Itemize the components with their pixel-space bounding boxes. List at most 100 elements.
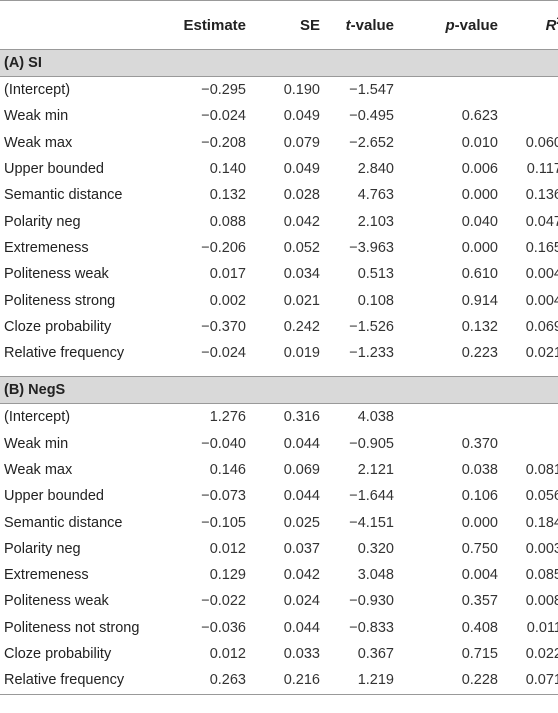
- cell-estimate: 1.276: [209, 409, 246, 426]
- regression-table: Estimate SE t-value p-value R2 (A) SI (In…: [0, 0, 558, 695]
- cell-se: 0.316: [283, 409, 320, 426]
- cell-p-value: 0.000: [461, 187, 498, 204]
- cell-t-value: 2.121: [357, 462, 394, 478]
- cell-r-squared: 0.008: [525, 593, 558, 610]
- cell-se: 0.052: [283, 239, 320, 256]
- cell-label: (Intercept): [4, 82, 71, 99]
- cell-r-squared: 0.085: [525, 567, 558, 584]
- cell-p-value: 0.038: [461, 462, 498, 478]
- cell-estimate: −0.208: [201, 134, 246, 151]
- table-row: Relative frequency −0.024 0.019 −1.233 0.223…: [0, 340, 558, 366]
- cell-label: Cloze probability: [4, 646, 112, 663]
- header-r-letter: R: [545, 17, 557, 34]
- cell-p-value: 0.106: [461, 488, 498, 505]
- section-spacer: [0, 366, 558, 377]
- cell-label: Semantic distance: [4, 514, 123, 531]
- cell-p-value: 0.040: [461, 213, 498, 230]
- header-se: SE: [299, 16, 320, 34]
- table-row: Relative frequency 0.263 0.216 1.219 0.228 0.…: [0, 667, 558, 695]
- cell-se: 0.042: [283, 213, 320, 230]
- header-p-value: p-value: [394, 1, 498, 50]
- cell-se: 0.019: [283, 345, 320, 362]
- cell-t-value: −0.930: [349, 593, 394, 610]
- cell-label: Extremeness: [4, 239, 89, 256]
- cell-label: Weak max: [4, 134, 73, 151]
- table-row: Upper bounded −0.073 0.044 −1.644 0.106 0.056: [0, 483, 558, 509]
- cell-t-value: −0.495: [349, 108, 394, 125]
- cell-se: 0.037: [283, 540, 320, 557]
- cell-p-value: 0.623: [461, 108, 498, 125]
- cell-estimate: 0.132: [209, 187, 246, 204]
- cell-t-value: 0.108: [357, 292, 394, 309]
- cell-label: Weak max: [4, 462, 73, 478]
- cell-t-value: −1.526: [349, 318, 394, 335]
- cell-r-squared: 0.004: [525, 292, 558, 309]
- cell-r-squared: 0.011: [526, 619, 558, 636]
- cell-r-squared: 0.081: [525, 462, 558, 478]
- cell-p-value: 0.004: [461, 567, 498, 584]
- table-row: (Intercept) −0.295 0.190 −1.547: [0, 77, 558, 104]
- cell-r-squared: 0.022: [525, 646, 558, 663]
- cell-se: 0.044: [283, 619, 320, 636]
- header-r-squared: R2: [498, 1, 558, 50]
- cell-se: 0.042: [283, 567, 320, 584]
- cell-se: 0.021: [283, 292, 320, 309]
- cell-t-value: −1.644: [349, 488, 394, 505]
- cell-label: Politeness weak: [4, 593, 109, 610]
- cell-r-squared: [498, 431, 558, 457]
- cell-p-value: 0.132: [461, 318, 498, 335]
- cell-estimate: −0.105: [201, 514, 246, 531]
- cell-label: Upper bounded: [4, 488, 104, 505]
- table-row: Polarity neg 0.012 0.037 0.320 0.750 0.003: [0, 536, 558, 562]
- cell-estimate: 0.263: [209, 672, 246, 689]
- header-row: Estimate SE t-value p-value R2: [0, 0, 558, 50]
- cell-estimate: −0.024: [201, 345, 246, 362]
- table-row: Cloze probability 0.012 0.033 0.367 0.715 0.0…: [0, 641, 558, 667]
- cell-estimate: 0.140: [209, 161, 246, 178]
- cell-estimate: 0.146: [209, 462, 246, 478]
- cell-label: Semantic distance: [4, 187, 123, 204]
- table-row: Polarity neg 0.088 0.042 2.103 0.040 0.047: [0, 208, 558, 234]
- cell-t-value: −4.151: [349, 514, 394, 531]
- cell-estimate: −0.073: [201, 488, 246, 505]
- cell-estimate: 0.129: [209, 567, 246, 584]
- cell-se: 0.025: [283, 514, 320, 531]
- cell-t-value: −0.833: [349, 619, 394, 636]
- cell-estimate: −0.370: [201, 318, 246, 335]
- cell-p-value: 0.610: [461, 266, 498, 283]
- cell-p-value: 0.914: [461, 292, 498, 309]
- cell-se: 0.049: [283, 161, 320, 178]
- cell-r-squared: 0.165: [525, 239, 558, 256]
- cell-t-value: −2.652: [349, 134, 394, 151]
- cell-p-value: 0.408: [461, 619, 498, 636]
- cell-se: 0.024: [283, 593, 320, 610]
- cell-t-value: −1.547: [349, 82, 394, 99]
- cell-p-value: 0.223: [461, 345, 498, 362]
- cell-r-squared: 0.003: [525, 540, 558, 557]
- cell-t-value: 2.103: [357, 213, 394, 230]
- cell-r-squared: 0.184: [525, 514, 558, 531]
- cell-label: Polarity neg: [4, 213, 81, 230]
- cell-t-value: 2.840: [357, 161, 394, 178]
- table-row: Weak min −0.040 0.044 −0.905 0.370: [0, 431, 558, 457]
- table-row: Politeness weak −0.022 0.024 −0.930 0.357 0.0…: [0, 588, 558, 614]
- cell-estimate: 0.012: [209, 540, 246, 557]
- cell-estimate: −0.206: [201, 239, 246, 256]
- header-p-letter: p: [445, 16, 455, 34]
- cell-label: Relative frequency: [4, 672, 125, 689]
- table-row: Weak max −0.208 0.079 −2.652 0.010 0.060: [0, 130, 558, 156]
- section-header-row: (A) SI: [0, 49, 558, 77]
- cell-t-value: 0.367: [357, 646, 394, 663]
- table-row: Semantic distance 0.132 0.028 4.763 0.000 0.1…: [0, 182, 558, 208]
- cell-label: Cloze probability: [4, 318, 112, 335]
- cell-se: 0.028: [283, 187, 320, 204]
- header-t-letter: t: [345, 16, 351, 34]
- cell-p-value: 0.000: [461, 514, 498, 531]
- cell-se: 0.190: [283, 82, 320, 99]
- cell-se: 0.044: [283, 435, 320, 452]
- cell-p-value: 0.010: [461, 134, 498, 151]
- cell-p-value: 0.370: [461, 435, 498, 452]
- cell-se: 0.242: [283, 318, 320, 335]
- table-row: Politeness strong 0.002 0.021 0.108 0.914 0.0…: [0, 287, 558, 313]
- cell-se: 0.049: [283, 108, 320, 125]
